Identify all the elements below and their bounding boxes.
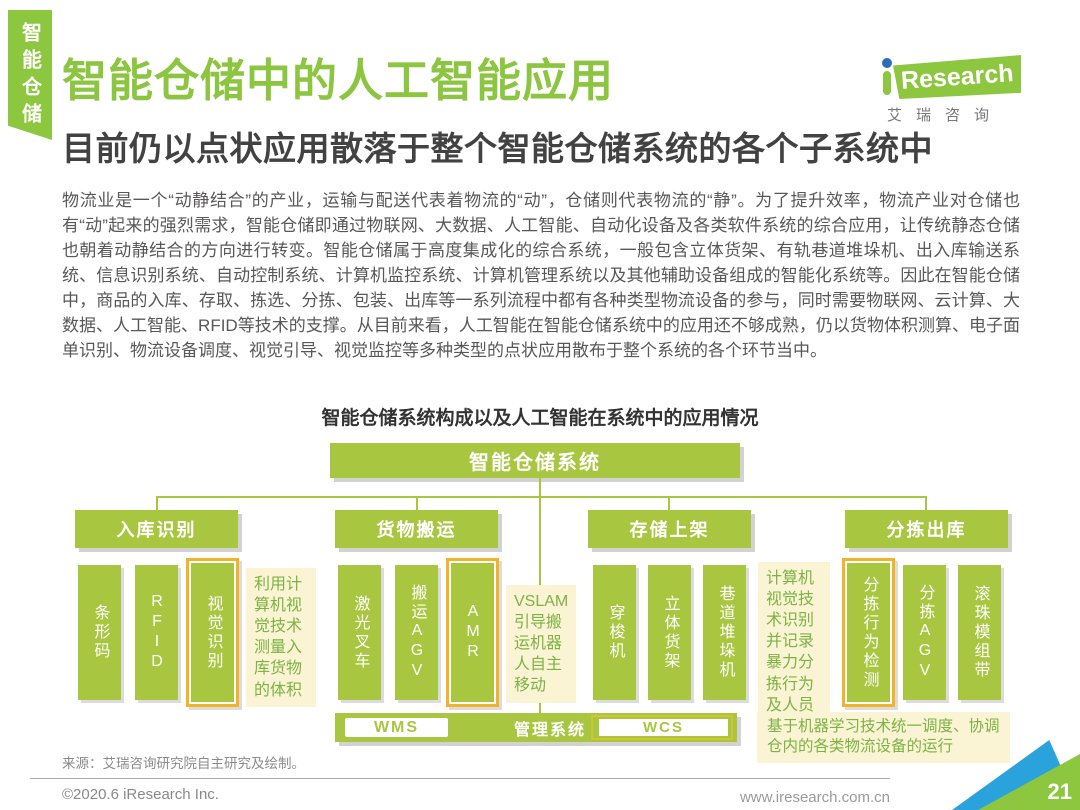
item-label: 分拣AGV: [916, 583, 934, 682]
item-label: RFID: [148, 592, 166, 673]
item-label: 穿梭机: [606, 604, 624, 661]
logo-i-stem-icon: [883, 71, 891, 95]
item-label: AMR: [464, 602, 482, 663]
item-label: 视觉识别: [204, 594, 222, 671]
note-vslam-navigation: VSLAM引导搬运机器人自主移动: [506, 585, 576, 703]
wcs-outline: WCS: [591, 715, 733, 740]
branch-header-label: 入库识别: [116, 520, 197, 540]
chapter-tab-label: 智能仓储: [18, 22, 41, 130]
branch-header-label: 分拣出库: [886, 520, 967, 540]
logo-brand-text: Research: [899, 58, 1015, 95]
diagram-root-label: 智能仓储系统: [469, 452, 601, 474]
connector-drop-2: [416, 496, 418, 510]
item-sorting-behavior-detection-highlighted: 分拣行为检测: [842, 558, 895, 707]
logo-banner: Research: [893, 55, 1021, 99]
diagram-title: 智能仓储系统构成以及人工智能在系统中的应用情况: [321, 408, 759, 429]
item-label: 搬运AGV: [408, 583, 426, 682]
branch-header-label: 存储上架: [629, 520, 710, 540]
footer-copyright: ©2020.6 iResearch Inc.: [62, 786, 219, 803]
connector-drop-3: [668, 496, 670, 510]
item-sorting-agv: 分拣AGV: [903, 565, 946, 700]
connector-drop-4: [925, 496, 927, 510]
item-transport-agv: 搬运AGV: [395, 565, 438, 700]
item-shuttle: 穿梭机: [593, 565, 636, 700]
note-machine-learning-scheduling: 基于机器学习技术统一调度、协调仓内的各类物流设备的运行: [757, 712, 1010, 763]
page-subtitle: 目前仍以点状应用散落于整个智能仓储系统的各个子系统中: [62, 130, 933, 167]
page-title: 智能仓储中的人工智能应用: [62, 55, 615, 106]
management-system-label: 管理系统: [513, 721, 586, 739]
item-label: 条形码: [91, 604, 109, 661]
item-rfid: RFID: [135, 565, 178, 700]
logo-caption: 艾瑞咨询: [887, 107, 1004, 124]
note-violent-sorting-detection: 计算机视觉技术识别并记录暴力分拣行为及人员: [758, 562, 830, 722]
logo-i-dot-icon: [882, 58, 892, 68]
note-volume-measurement: 利用计算机视觉技术测量入库货物的体积: [246, 568, 316, 707]
page-number: 21: [1047, 779, 1072, 804]
wcs-label: WCS: [643, 719, 684, 736]
chapter-tab: 智能仓储: [8, 10, 52, 140]
management-system-bar: WMS 管理系统 WCS: [335, 713, 737, 742]
branch-header-storage-shelving: 存储上架: [588, 510, 751, 548]
body-paragraph: 物流业是一个“动静结合”的产业，运输与配送代表着物流的“动”，仓储则代表物流的“…: [62, 191, 1020, 360]
item-barcode: 条形码: [78, 565, 121, 700]
branch-header-label: 货物搬运: [376, 520, 457, 540]
branch-header-inbound-recognition: 入库识别: [75, 510, 238, 548]
wms-label: WMS: [373, 718, 420, 736]
item-laser-forklift: 激光叉车: [338, 565, 381, 700]
item-stereoscopic-rack: 立体货架: [648, 565, 691, 700]
item-label: 巷道堆垛机: [716, 585, 734, 680]
branch-header-sorting-outbound: 分拣出库: [845, 510, 1008, 548]
footer-website: www.iresearch.com.cn: [739, 789, 890, 806]
iresearch-logo: Research 艾瑞咨询: [865, 50, 1025, 126]
item-label: 激光叉车: [351, 594, 369, 671]
branch-header-cargo-handling: 货物搬运: [335, 510, 498, 548]
connector-root-drop: [539, 478, 541, 497]
item-label: 立体货架: [661, 594, 679, 671]
item-amr-highlighted: AMR: [446, 558, 499, 707]
item-label: 分拣行为检测: [860, 575, 878, 690]
wms-box: WMS: [345, 718, 448, 737]
wcs-box: WCS: [599, 719, 728, 736]
footer-divider: [30, 778, 890, 779]
connector-horizontal: [156, 496, 927, 498]
connector-drop-1: [156, 496, 158, 510]
item-ball-module-belt: 滚珠模组带: [958, 565, 1001, 700]
item-aisle-stacker: 巷道堆垛机: [703, 565, 746, 700]
diagram-root-node: 智能仓储系统: [330, 443, 740, 478]
source-note: 来源：艾瑞咨询研究院自主研究及绘制。: [62, 756, 305, 771]
item-visual-recognition-highlighted: 视觉识别: [186, 558, 239, 707]
item-label: 滚珠模组带: [971, 585, 989, 680]
